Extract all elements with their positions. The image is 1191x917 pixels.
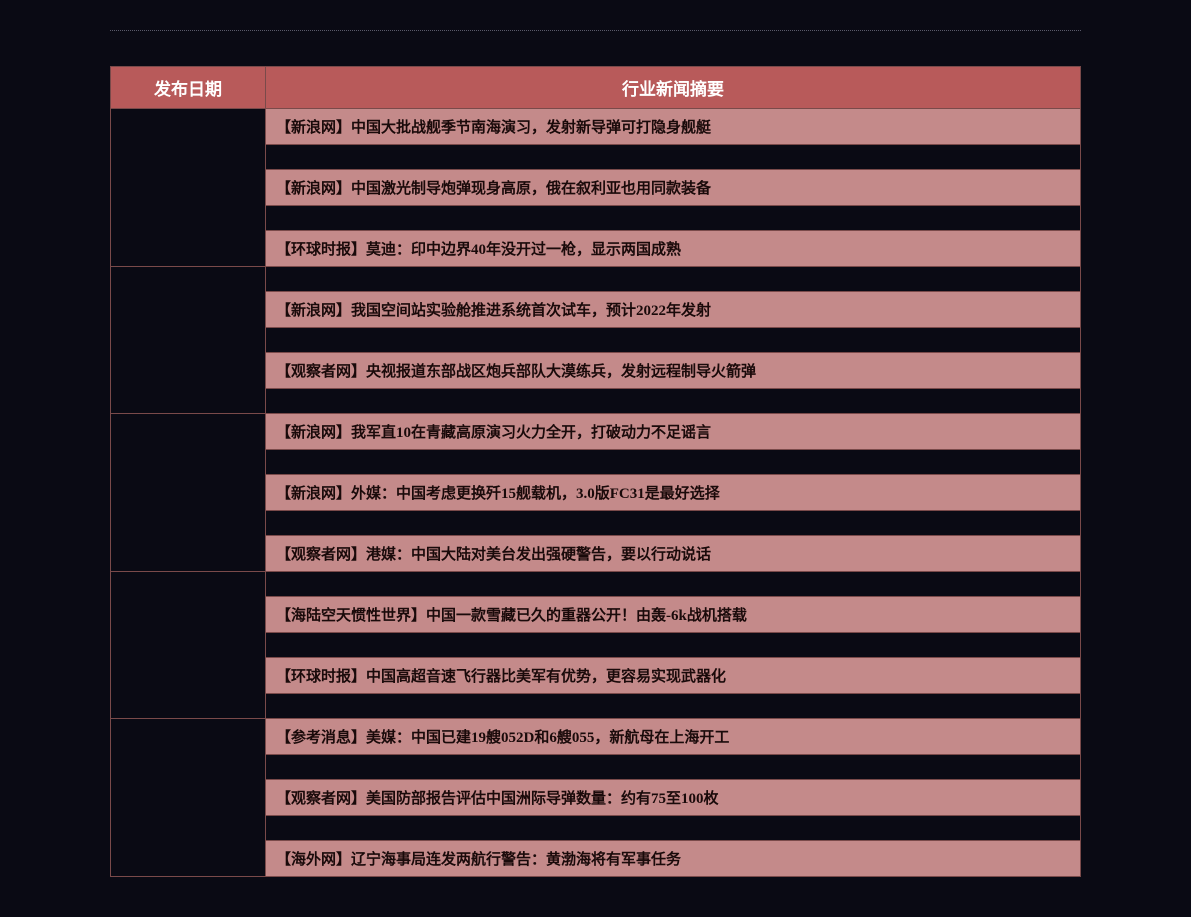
table-row (111, 267, 1081, 292)
table-header-row: 发布日期 行业新闻摘要 (111, 67, 1081, 109)
header-summary: 行业新闻摘要 (266, 67, 1081, 109)
news-item: 【观察者网】美国防部报告评估中国洲际导弹数量：约有75至100枚 (266, 780, 1081, 816)
table-row: 【新浪网】中国大批战舰季节南海演习，发射新导弹可打隐身舰艇 (111, 109, 1081, 145)
spacer-cell (266, 267, 1081, 292)
spacer-cell (266, 694, 1081, 719)
news-item: 【新浪网】外媒：中国考虑更换歼15舰载机，3.0版FC31是最好选择 (266, 475, 1081, 511)
news-item: 【新浪网】中国大批战舰季节南海演习，发射新导弹可打隐身舰艇 (266, 109, 1081, 145)
table-row: 【参考消息】美媒：中国已建19艘052D和6艘055，新航母在上海开工 (111, 719, 1081, 755)
spacer-cell (266, 755, 1081, 780)
news-item: 【海陆空天惯性世界】中国一款雪藏已久的重器公开！由轰-6k战机搭载 (266, 597, 1081, 633)
spacer-cell (266, 511, 1081, 536)
header-date: 发布日期 (111, 67, 266, 109)
table-body: 【新浪网】中国大批战舰季节南海演习，发射新导弹可打隐身舰艇【新浪网】中国激光制导… (111, 109, 1081, 877)
news-item: 【新浪网】中国激光制导炮弹现身高原，俄在叙利亚也用同款装备 (266, 170, 1081, 206)
date-cell (111, 109, 266, 267)
table-row (111, 572, 1081, 597)
news-item: 【环球时报】中国高超音速飞行器比美军有优势，更容易实现武器化 (266, 658, 1081, 694)
spacer-cell (266, 389, 1081, 414)
date-cell (111, 719, 266, 877)
news-item: 【观察者网】港媒：中国大陆对美台发出强硬警告，要以行动说话 (266, 536, 1081, 572)
date-cell (111, 267, 266, 414)
spacer-cell (266, 816, 1081, 841)
spacer-cell (266, 206, 1081, 231)
news-item: 【新浪网】我国空间站实验舱推进系统首次试车，预计2022年发射 (266, 292, 1081, 328)
news-item: 【观察者网】央视报道东部战区炮兵部队大漠练兵，发射远程制导火箭弹 (266, 353, 1081, 389)
divider-line (110, 30, 1081, 31)
date-cell (111, 572, 266, 719)
spacer-cell (266, 450, 1081, 475)
table-row: 【新浪网】我军直10在青藏高原演习火力全开，打破动力不足谣言 (111, 414, 1081, 450)
spacer-cell (266, 328, 1081, 353)
spacer-cell (266, 572, 1081, 597)
spacer-cell (266, 145, 1081, 170)
news-item: 【新浪网】我军直10在青藏高原演习火力全开，打破动力不足谣言 (266, 414, 1081, 450)
date-cell (111, 414, 266, 572)
news-summary-table: 发布日期 行业新闻摘要 【新浪网】中国大批战舰季节南海演习，发射新导弹可打隐身舰… (110, 66, 1081, 877)
news-item: 【海外网】辽宁海事局连发两航行警告：黄渤海将有军事任务 (266, 841, 1081, 877)
news-item: 【参考消息】美媒：中国已建19艘052D和6艘055，新航母在上海开工 (266, 719, 1081, 755)
spacer-cell (266, 633, 1081, 658)
news-item: 【环球时报】莫迪：印中边界40年没开过一枪，显示两国成熟 (266, 231, 1081, 267)
